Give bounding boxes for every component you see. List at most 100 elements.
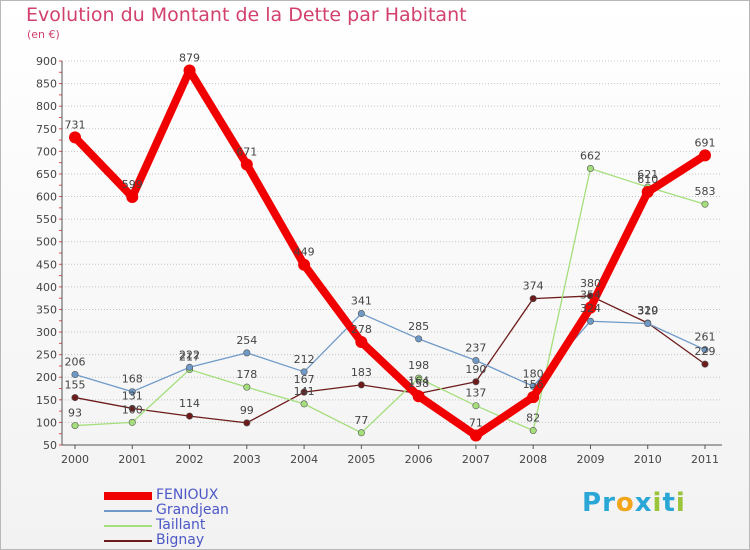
data-point	[701, 360, 709, 368]
data-point	[357, 310, 365, 318]
x-tick-label: 2001	[118, 453, 146, 466]
series-line-taillant	[74, 167, 706, 434]
data-point	[701, 346, 709, 354]
data-label: 167	[294, 373, 315, 386]
legend-item-bignay: Bignay	[104, 533, 229, 548]
data-label: 449	[294, 246, 315, 259]
x-tick-label: 2002	[176, 453, 204, 466]
data-label: 198	[408, 359, 429, 372]
data-point	[701, 200, 709, 208]
data-point	[586, 165, 594, 173]
data-label: 155	[65, 379, 86, 392]
grid-lines	[62, 60, 722, 423]
data-label: 731	[65, 118, 86, 131]
data-label: 71	[469, 417, 483, 430]
x-tick-label: 2005	[347, 453, 375, 466]
legend-label: Bignay	[156, 532, 205, 548]
y-tick-label: 300	[36, 326, 57, 339]
data-point	[186, 412, 194, 420]
data-label: 583	[695, 185, 716, 198]
data-point	[357, 381, 365, 389]
data-label: 320	[637, 304, 658, 317]
data-label: 222	[179, 348, 200, 361]
data-label: 374	[523, 280, 544, 293]
data-label: 158	[408, 377, 429, 390]
data-label: 77	[354, 414, 368, 427]
legend-swatch	[104, 491, 152, 500]
data-label: 217	[179, 351, 200, 364]
data-label: 354	[580, 289, 601, 302]
data-point	[355, 335, 368, 348]
y-tick-label: 100	[36, 416, 57, 429]
chart-title: Evolution du Montant de la Dette par Hab…	[26, 4, 467, 26]
x-tick-label: 2007	[462, 453, 490, 466]
legend-swatch	[104, 524, 152, 527]
data-point	[300, 368, 308, 376]
data-label: 285	[408, 320, 429, 333]
data-label: 879	[179, 51, 200, 64]
y-tick-label: 350	[36, 303, 57, 316]
y-tick-label: 650	[36, 168, 57, 181]
data-point	[300, 388, 308, 396]
data-label: 691	[695, 136, 716, 149]
data-point	[469, 429, 482, 442]
data-label: 278	[351, 323, 372, 336]
data-point	[529, 295, 537, 303]
legend-swatch	[104, 539, 152, 542]
data-label: 180	[523, 367, 544, 380]
series-line-bignay	[74, 295, 706, 424]
legend-swatch	[104, 509, 152, 512]
data-point	[300, 400, 308, 408]
data-label: 662	[580, 150, 601, 163]
x-tick-label: 2008	[519, 453, 547, 466]
y-tick-label: 900	[36, 55, 57, 68]
data-point	[644, 319, 652, 327]
data-point	[529, 427, 537, 435]
data-label: 114	[179, 397, 200, 410]
y-tick-label: 550	[36, 213, 57, 226]
y-tick-label: 850	[36, 78, 57, 91]
data-label: 261	[695, 331, 716, 344]
y-tick-label: 700	[36, 145, 57, 158]
proxiti-logo: Proxiti	[582, 488, 686, 518]
data-label: 237	[465, 342, 486, 355]
data-label: 99	[240, 404, 254, 417]
data-label: 599	[122, 178, 143, 191]
x-tick-label: 2006	[405, 453, 433, 466]
data-point	[71, 371, 79, 379]
data-point	[71, 422, 79, 430]
data-label: 341	[351, 295, 372, 308]
data-label: 212	[294, 353, 315, 366]
data-point	[472, 402, 480, 410]
data-label: 137	[465, 387, 486, 400]
data-label: 671	[236, 145, 257, 158]
data-point	[186, 363, 194, 371]
data-point	[527, 391, 540, 404]
data-point	[699, 149, 711, 162]
data-point	[412, 390, 425, 403]
data-label: 82	[526, 412, 540, 425]
data-point	[128, 404, 136, 412]
y-tick-label: 400	[36, 281, 57, 294]
data-label: 131	[122, 389, 143, 402]
data-point	[243, 419, 251, 427]
data-point	[357, 429, 365, 437]
data-point	[584, 301, 597, 314]
chart-unit: (en €)	[27, 28, 60, 41]
data-label: 141	[294, 385, 315, 398]
data-point	[71, 394, 79, 402]
data-point	[128, 418, 136, 426]
x-tick-label: 2009	[576, 453, 604, 466]
y-tick-label: 750	[36, 123, 57, 136]
legend-item-taillant: Taillant	[104, 518, 229, 533]
legend-label: FENIOUX	[156, 487, 219, 503]
x-tick-label: 2000	[61, 453, 89, 466]
legend-item-grandjean: Grandjean	[104, 503, 229, 518]
data-label: 319	[637, 304, 658, 317]
x-tick-label: 2003	[233, 453, 261, 466]
data-point	[472, 357, 480, 365]
data-label: 100	[122, 403, 143, 416]
legend-item-fenioux: FENIOUX	[104, 488, 229, 503]
